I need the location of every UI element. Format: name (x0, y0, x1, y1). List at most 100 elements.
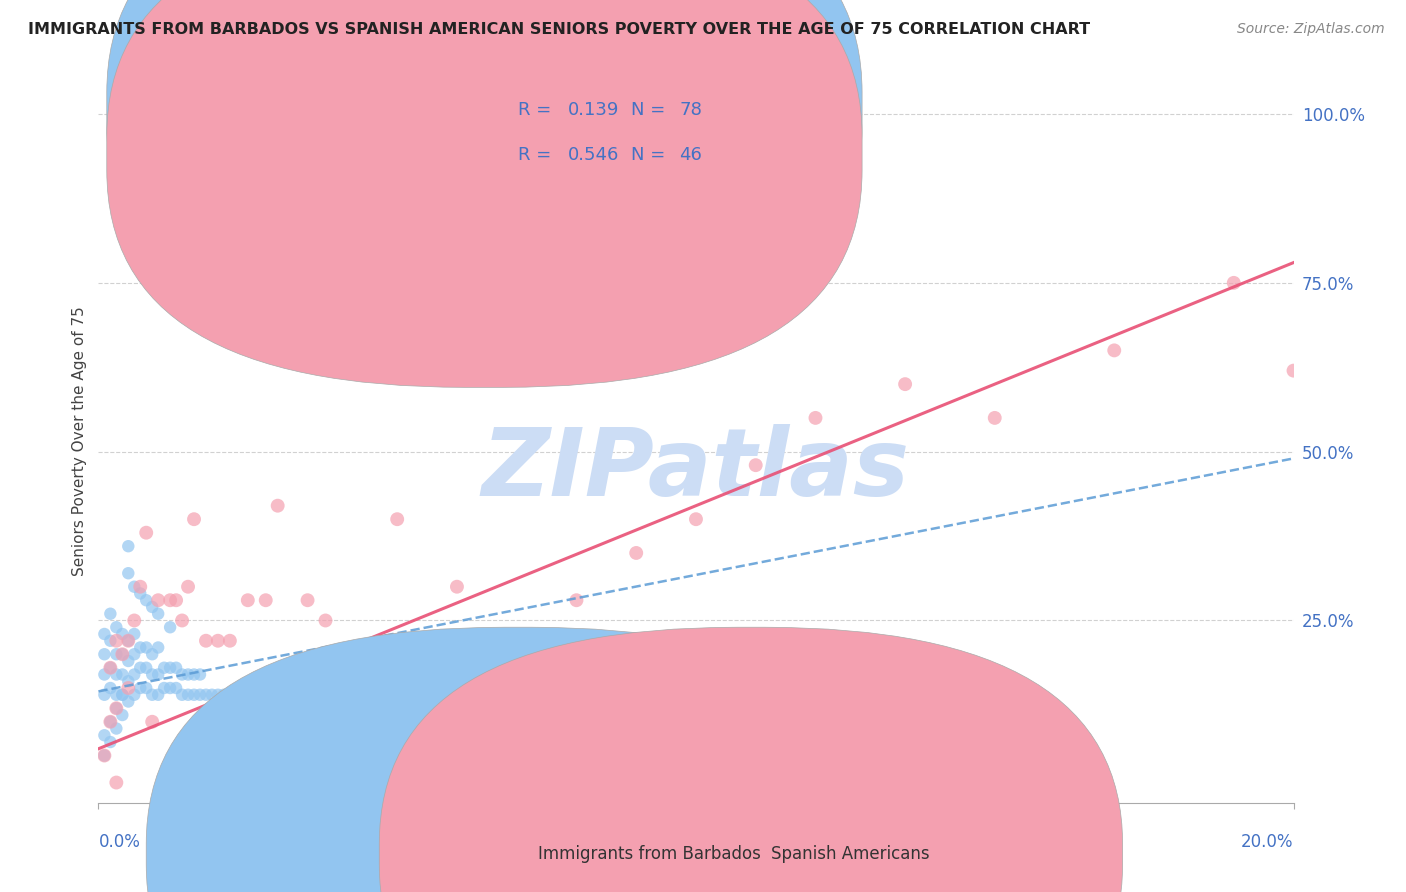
Point (93, 647, 115, 661)
Point (129, 640, 152, 655)
Point (148, 593, 170, 607)
Point (141, 714, 163, 729)
FancyBboxPatch shape (146, 627, 890, 892)
Point (124, 688, 146, 702)
Text: ZIPatlas: ZIPatlas (482, 425, 910, 516)
Point (105, 701, 128, 715)
Text: 0.546: 0.546 (568, 146, 620, 164)
Point (243, 708, 266, 723)
Point (475, 661, 498, 675)
Point (148, 640, 170, 655)
Point (183, 512, 205, 526)
Point (111, 647, 134, 661)
Point (165, 681, 187, 695)
Point (135, 593, 157, 607)
Point (148, 667, 170, 681)
Point (267, 499, 290, 513)
Text: Source: ZipAtlas.com: Source: ZipAtlas.com (1237, 22, 1385, 37)
Point (159, 593, 181, 607)
Point (117, 694, 139, 708)
Point (111, 688, 134, 702)
Text: 0.139: 0.139 (568, 101, 620, 120)
FancyBboxPatch shape (107, 0, 862, 343)
Point (153, 661, 176, 675)
Point (416, 633, 439, 648)
Point (105, 775, 128, 789)
Point (98, 661, 122, 675)
Point (565, 593, 588, 607)
Point (111, 667, 134, 681)
Point (93, 728, 115, 742)
Text: N =: N = (631, 146, 672, 164)
Point (141, 599, 163, 614)
Point (117, 633, 139, 648)
Text: Spanish Americans: Spanish Americans (772, 845, 929, 863)
Point (111, 627, 134, 641)
Point (135, 681, 157, 695)
Point (93, 667, 115, 681)
Point (177, 688, 200, 702)
Point (105, 667, 128, 681)
Point (129, 661, 152, 675)
Text: 78: 78 (679, 101, 702, 120)
Text: 46: 46 (679, 146, 702, 164)
Point (339, 681, 361, 695)
Point (172, 667, 194, 681)
Point (129, 681, 152, 695)
Point (105, 722, 128, 736)
Point (745, 458, 768, 472)
Point (93, 688, 115, 702)
Point (207, 633, 229, 648)
Point (536, 633, 558, 648)
Point (135, 525, 157, 540)
Point (98, 735, 122, 749)
Point (385, 512, 409, 526)
Point (236, 593, 259, 607)
Point (177, 667, 200, 681)
Point (188, 667, 211, 681)
Point (148, 688, 170, 702)
Point (685, 512, 707, 526)
Point (225, 694, 247, 708)
Point (111, 647, 134, 661)
Point (105, 701, 128, 715)
Point (326, 661, 349, 675)
FancyBboxPatch shape (380, 627, 1122, 892)
Point (105, 647, 128, 661)
Point (212, 688, 235, 702)
Text: N =: N = (631, 101, 672, 120)
Point (188, 688, 211, 702)
Point (804, 411, 827, 425)
Point (141, 667, 163, 681)
Point (172, 614, 194, 628)
Point (117, 633, 139, 648)
Point (124, 580, 146, 594)
Point (153, 681, 176, 695)
Point (1104, 343, 1126, 358)
Point (506, 647, 529, 661)
Point (124, 627, 146, 641)
Point (93, 748, 115, 763)
Point (93, 627, 115, 641)
Point (148, 607, 170, 621)
Point (141, 688, 163, 702)
Point (124, 667, 146, 681)
Text: R =: R = (517, 101, 557, 120)
Point (111, 708, 134, 723)
Text: Immigrants from Barbados: Immigrants from Barbados (538, 845, 761, 863)
Point (236, 701, 259, 715)
Point (105, 688, 128, 702)
Text: 20.0%: 20.0% (1241, 833, 1294, 851)
Point (297, 593, 319, 607)
Point (117, 681, 139, 695)
Point (111, 688, 134, 702)
Point (254, 714, 277, 729)
Point (446, 580, 468, 594)
Y-axis label: Seniors Poverty Over the Age of 75: Seniors Poverty Over the Age of 75 (72, 307, 87, 576)
Point (129, 580, 152, 594)
Point (98, 681, 122, 695)
Point (117, 654, 139, 668)
FancyBboxPatch shape (107, 0, 862, 387)
Point (124, 614, 146, 628)
Point (105, 633, 128, 648)
